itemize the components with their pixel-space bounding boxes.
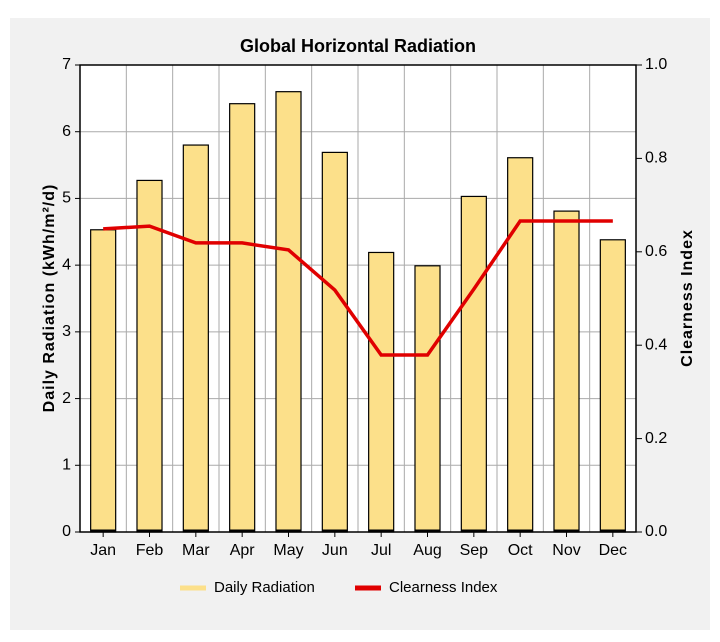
y-tick-label: 2	[62, 390, 71, 407]
y-tick-label: 1	[62, 457, 71, 474]
x-tick-label: Jun	[322, 542, 348, 559]
bar	[321, 151, 348, 533]
x-tick-label: Oct	[508, 542, 533, 559]
chart-title: Global Horizontal Radiation	[240, 36, 476, 56]
y-axis-label: Daily Radiation (kWh/m²/d)	[41, 184, 58, 413]
x-tick-label: May	[273, 542, 303, 559]
y2-tick-label: 0.2	[645, 430, 667, 447]
y-tick-label: 0	[62, 523, 71, 540]
y-tick-label: 7	[62, 56, 71, 73]
bar	[275, 91, 302, 533]
x-tick-label: Jul	[371, 542, 391, 559]
bar	[229, 103, 256, 533]
y-tick-label: 3	[62, 323, 71, 340]
x-tick-label: Mar	[182, 542, 210, 559]
bar	[136, 179, 163, 533]
x-tick-label: Jan	[90, 542, 116, 559]
line	[103, 219, 613, 357]
y2-tick-label: 1.0	[645, 56, 667, 73]
y-tick-label: 4	[62, 256, 71, 273]
bar	[414, 265, 441, 533]
legend-label: Daily Radiation	[214, 579, 315, 596]
x-tick-label: Feb	[136, 542, 164, 559]
x-tick-label: Dec	[599, 542, 627, 559]
x-tick-label: Aug	[413, 542, 441, 559]
bar	[182, 144, 209, 533]
legend-label: Clearness Index	[389, 579, 498, 596]
y-tick-label: 5	[62, 190, 71, 207]
bar	[368, 251, 395, 533]
bar	[507, 157, 534, 533]
x-tick-label: Apr	[230, 542, 256, 559]
bar	[553, 210, 580, 533]
x-tick-label: Nov	[552, 542, 580, 559]
y2-tick-label: 0.8	[645, 150, 667, 167]
plot-frame	[79, 64, 637, 533]
bar	[90, 229, 117, 533]
bar	[460, 195, 487, 533]
y2-axis-label: Clearness Index	[679, 229, 696, 367]
y2-tick-label: 0.6	[645, 243, 667, 260]
y-tick-label: 6	[62, 123, 71, 140]
y2-tick-label: 0.0	[645, 523, 667, 540]
y2-tick-label: 0.4	[645, 336, 667, 353]
x-tick-label: Sep	[460, 542, 489, 559]
bar	[599, 239, 626, 533]
